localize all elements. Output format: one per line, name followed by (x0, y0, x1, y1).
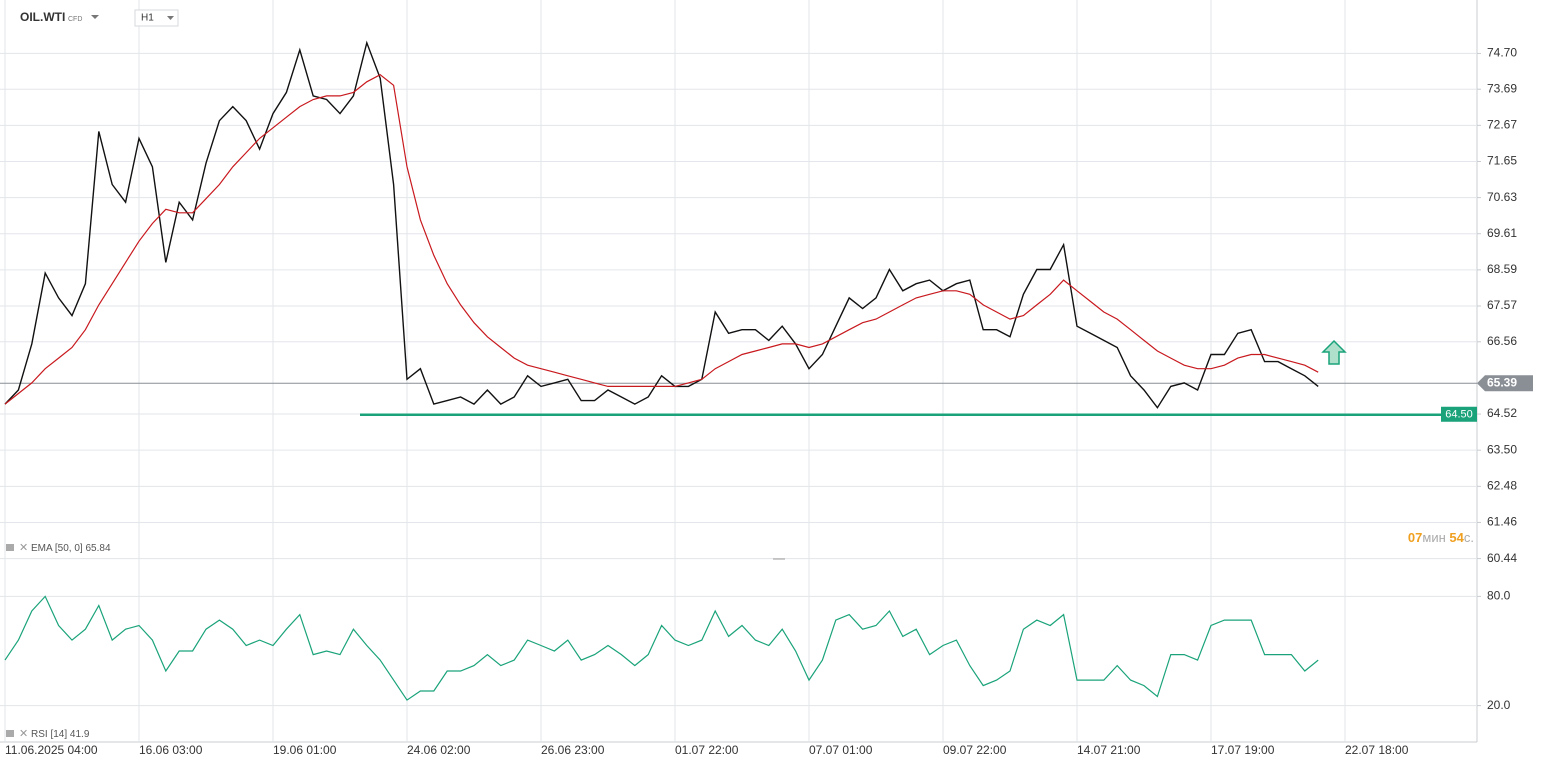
plot: 74.70 73.69 72.67 71.65 70.63 69.61 68.59 67.57… (0, 40, 1533, 757)
x-tick-label: 09.07 22:00 (943, 743, 1007, 757)
symbol[interactable]: OIL.WTI (20, 10, 65, 24)
buy-signal-arrow (1321, 339, 1347, 365)
x-tick-label: 26.06 23:00 (541, 743, 605, 757)
y-tick-label: 20.0 (1487, 698, 1511, 712)
close-icon[interactable]: ✕ (19, 728, 28, 740)
symbol-dropdown[interactable] (91, 15, 99, 19)
y-tick-label: 74.70 (1487, 46, 1517, 60)
countdown-min-unit: мин (1422, 530, 1445, 545)
x-tick-label: 19.06 01:00 (273, 743, 337, 757)
close-icon[interactable]: ✕ (19, 542, 28, 554)
y-tick-label: 72.67 (1487, 118, 1517, 132)
y-tick-label: 73.69 (1487, 81, 1517, 95)
support-tag (1441, 406, 1477, 422)
y-tick-label: 66.56 (1487, 334, 1517, 348)
current-price-label: 65.39 (1487, 375, 1517, 389)
countdown-seconds: 54 (1449, 530, 1464, 545)
market: CFD (68, 16, 82, 23)
current-price-tag (1477, 375, 1533, 392)
indicator-icon[interactable] (6, 544, 14, 551)
countdown-sec-unit: с. (1464, 530, 1474, 545)
x-tick-label: 16.06 03:00 (139, 743, 203, 757)
y-tick-label: 69.61 (1487, 226, 1517, 240)
ema-value: 65.84 (85, 543, 110, 554)
x-tick-label: 24.06 02:00 (407, 743, 471, 757)
series-line (4, 40, 1319, 409)
y-tick-label: 71.65 (1487, 154, 1517, 168)
y-tick-label: 61.46 (1487, 515, 1517, 529)
x-tick-label: 22.07 18:00 (1345, 743, 1409, 757)
support-label: 64.50 (1445, 409, 1473, 421)
series-line (4, 73, 1319, 405)
rsi-label: RSI [14] 41.9 (31, 729, 90, 740)
rsi-value: 41.9 (70, 729, 90, 740)
ema-label: EMA [50, 0] 65.84 (31, 543, 111, 554)
timeframe-dropdown[interactable] (167, 16, 174, 20)
countdown-minutes: 07 (1408, 530, 1422, 545)
x-tick-label: 14.07 21:00 (1077, 743, 1141, 757)
rsi-name: RSI [14] (31, 729, 67, 740)
y-tick-label: 60.44 (1487, 551, 1517, 565)
countdown: 07мин 54с. (1408, 530, 1474, 545)
series-line (4, 595, 1319, 701)
y-tick-label: 80.0 (1487, 589, 1511, 603)
y-tick-label: 67.57 (1487, 298, 1517, 312)
x-tick-label: 01.07 22:00 (675, 743, 739, 757)
indicator-icon[interactable] (6, 730, 14, 737)
grid (0, 0, 1481, 742)
timeframe[interactable]: H1 (141, 13, 154, 24)
x-tick-label: 17.07 19:00 (1211, 743, 1275, 757)
ema-name: EMA [50, 0] (31, 543, 83, 554)
y-tick-label: 68.59 (1487, 262, 1517, 276)
x-tick-label: 07.07 01:00 (809, 743, 873, 757)
x-tick-label: 11.06.2025 04:00 (5, 743, 98, 757)
y-tick-label: 64.52 (1487, 406, 1517, 420)
y-tick-label: 63.50 (1487, 442, 1517, 456)
y-tick-label: 70.63 (1487, 190, 1517, 204)
y-tick-label: 62.48 (1487, 478, 1517, 492)
timeframe-box[interactable] (134, 9, 179, 27)
